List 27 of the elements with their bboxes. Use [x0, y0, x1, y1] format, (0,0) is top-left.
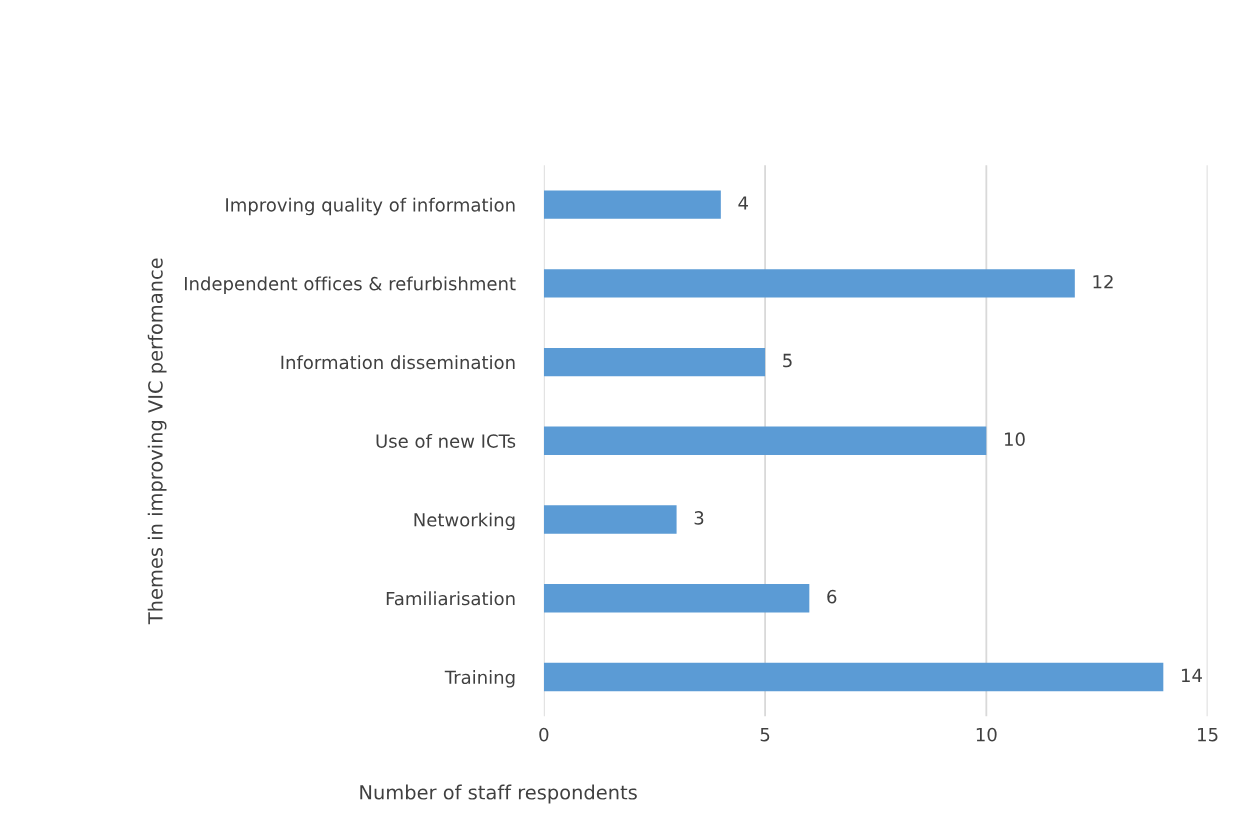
- data-label: 12: [1093, 274, 1113, 289]
- bar: [543, 426, 987, 455]
- x-tick-label: 0: [539, 727, 549, 742]
- data-label: 10: [1004, 432, 1025, 447]
- y-axis-title: Themes in improving VIC perfomance: [147, 258, 167, 625]
- bar: [543, 269, 1075, 298]
- x-tick-label: 5: [760, 727, 770, 742]
- y-tick-label: Information dissemination: [281, 355, 515, 370]
- bar: [543, 662, 1164, 692]
- y-tick-label: Improving quality of information: [226, 197, 515, 216]
- data-label: 5: [783, 353, 792, 368]
- y-tick-label: Networking: [414, 512, 515, 531]
- x-axis-title: Number of staff respondents: [360, 784, 637, 804]
- x-tick-label: 10: [976, 727, 997, 742]
- y-tick-label: Familiarisation: [386, 591, 515, 606]
- data-label: 6: [827, 589, 837, 604]
- x-tick-label: 15: [1198, 727, 1218, 742]
- y-tick-label: Training: [444, 670, 515, 688]
- y-tick-label: Use of new ICTs: [376, 433, 516, 448]
- bar: [543, 505, 677, 534]
- data-label: 14: [1181, 668, 1202, 682]
- bar: [543, 347, 766, 377]
- y-tick-label: Independent offices & refurbishment: [184, 276, 516, 294]
- data-label: 3: [694, 511, 704, 525]
- data-label: 4: [738, 196, 748, 210]
- bar: [543, 584, 810, 613]
- bar: [543, 190, 721, 219]
